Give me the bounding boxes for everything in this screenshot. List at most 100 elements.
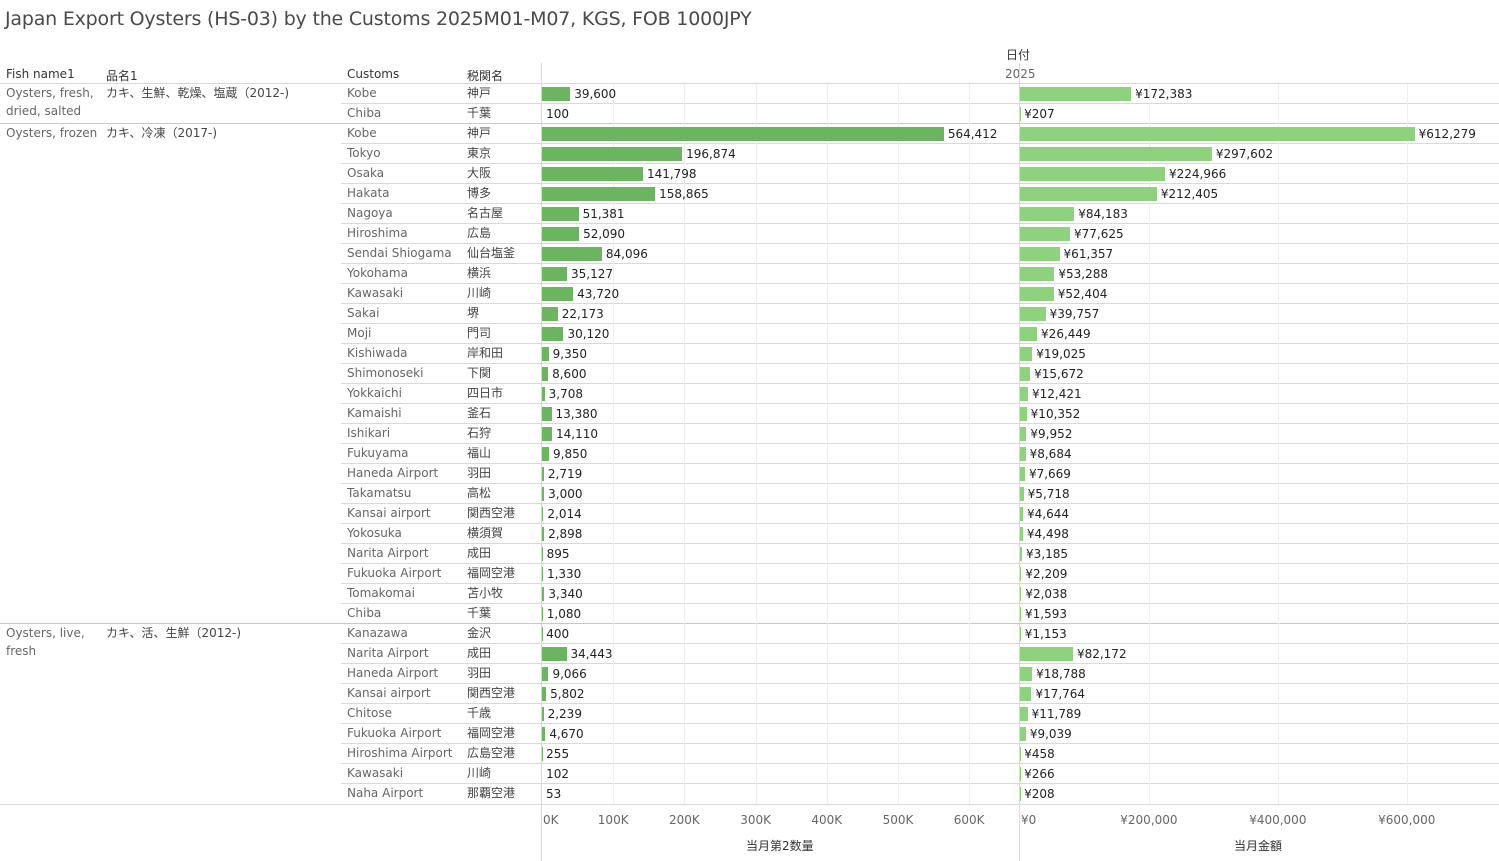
quantity-data-label: 3,000: [548, 487, 583, 501]
quantity-data-label: 2,719: [547, 467, 583, 481]
x-axis-title-quantity: 当月第2数量: [746, 839, 814, 853]
row-customs-name: Hiroshima: [347, 226, 408, 240]
quantity-data-label: 400: [546, 627, 570, 641]
group-hinmei: カキ、活、生鮮（2012-): [106, 626, 242, 640]
amount-data-label: ¥4,644: [1026, 507, 1069, 521]
group-fish-name: Oysters, live, fresh: [6, 626, 85, 658]
amount-data-label: ¥11,789: [1031, 707, 1082, 721]
amount-data-label: ¥84,183: [1078, 207, 1128, 221]
row-customs-name: Fukuyama: [347, 446, 409, 460]
quantity-bar: [542, 267, 567, 281]
amount-tick-label: ¥400,000: [1249, 813, 1307, 827]
group-hinmei: カキ、生鮮、乾燥、塩蔵（2012-): [106, 86, 290, 100]
quantity-data-label: 5,802: [550, 687, 585, 701]
axis-divider: [0, 804, 1499, 805]
row-divider: [341, 603, 1499, 604]
amount-data-label: ¥15,672: [1034, 367, 1084, 381]
row-zeikan-name: 横須賀: [467, 526, 504, 540]
row-divider: [341, 483, 1499, 484]
row-divider: [341, 383, 1499, 384]
gridline-quantity: [684, 84, 686, 804]
row-customs-name: Kanazawa: [347, 626, 408, 640]
row-divider: [341, 663, 1499, 664]
group-hinmei: カキ、冷凍（2017-): [106, 126, 218, 140]
amount-data-label: ¥297,602: [1215, 147, 1274, 161]
amount-data-label: ¥8,684: [1029, 447, 1072, 461]
amount-bar: [1020, 467, 1025, 481]
group-divider: [0, 123, 1499, 124]
quantity-data-label: 3,708: [548, 387, 583, 401]
amount-bar: [1020, 407, 1027, 421]
amount-bar: [1020, 167, 1165, 181]
gridline-quantity: [897, 84, 899, 804]
quantity-bar: [542, 507, 544, 521]
row-zeikan-name: 広島: [467, 226, 492, 240]
row-zeikan-name: 博多: [467, 186, 492, 200]
row-customs-name: Kansai airport: [347, 686, 431, 700]
amount-data-label: ¥10,352: [1030, 407, 1081, 421]
row-customs-name: Moji: [347, 326, 372, 340]
quantity-data-label: 2,014: [547, 507, 582, 521]
row-customs-name: Chiba: [347, 606, 382, 620]
amount-bar: [1020, 387, 1028, 401]
amount-data-label: ¥3,185: [1026, 547, 1069, 561]
quantity-bar: [542, 307, 558, 321]
quantity-data-label: 51,381: [582, 207, 625, 221]
row-zeikan-name: 下関: [467, 366, 492, 380]
quantity-data-label: 52,090: [583, 227, 626, 241]
gridline-amount: [1406, 84, 1408, 804]
row-divider: [341, 743, 1499, 744]
quantity-bar: [542, 247, 602, 261]
amount-data-label: ¥212,405: [1160, 187, 1219, 201]
quantity-bar: [542, 587, 545, 601]
row-divider: [341, 423, 1499, 424]
row-customs-name: Nagoya: [347, 206, 393, 220]
amount-data-label: ¥12,421: [1032, 387, 1082, 401]
quantity-data-label: 3,340: [548, 587, 583, 601]
quantity-bar: [542, 487, 545, 501]
amount-data-label: ¥61,357: [1063, 247, 1114, 261]
amount-bar: [1020, 327, 1038, 341]
row-divider: [341, 503, 1499, 504]
row-zeikan-name: 川崎: [467, 286, 492, 300]
row-divider: [341, 303, 1499, 304]
quantity-data-label: 8,600: [552, 367, 587, 381]
chart-title: Japan Export Oysters (HS-03) by the Cust…: [5, 8, 752, 30]
row-divider: [341, 543, 1499, 544]
row-customs-name: Hiroshima Airport: [347, 746, 453, 760]
amount-bar: [1020, 367, 1031, 381]
zeikan-header: 税関名: [467, 69, 504, 83]
amount-data-label: ¥612,279: [1418, 127, 1476, 141]
row-customs-name: Takamatsu: [347, 486, 412, 500]
row-divider: [341, 783, 1499, 784]
amount-data-label: ¥53,288: [1058, 267, 1108, 281]
amount-bar: [1020, 707, 1028, 721]
amount-bar: [1020, 127, 1415, 141]
quantity-bar: [542, 87, 571, 101]
year-header: 2025: [1005, 67, 1036, 81]
row-divider: [341, 463, 1499, 464]
gridline-amount: [1277, 84, 1279, 804]
row-customs-name: Tokyo: [347, 146, 381, 160]
gridline-amount: [1148, 84, 1150, 804]
group-fish-name: Oysters, fresh, dried, salted: [6, 86, 94, 118]
row-customs-name: Kawasaki: [347, 766, 404, 780]
row-divider: [341, 523, 1499, 524]
quantity-data-label: 255: [546, 747, 570, 761]
row-customs-name: Shimonoseki: [347, 366, 424, 380]
row-divider: [341, 263, 1499, 264]
group-divider: [0, 623, 1499, 624]
quantity-bar: [542, 687, 547, 701]
quantity-data-label: 22,173: [561, 307, 604, 321]
row-customs-name: Ishikari: [347, 426, 391, 440]
row-customs-name: Chiba: [347, 106, 382, 120]
amount-bar: [1020, 447, 1026, 461]
quantity-tick-label: 400K: [811, 813, 843, 827]
quantity-data-label: 43,720: [577, 287, 620, 301]
row-zeikan-name: 成田: [467, 546, 492, 560]
quantity-tick-label: 500K: [882, 813, 914, 827]
amount-tick-label: ¥200,000: [1120, 813, 1178, 827]
quantity-bar: [542, 427, 553, 441]
amount-bar: [1020, 347, 1033, 361]
amount-data-label: ¥1,593: [1025, 607, 1068, 621]
